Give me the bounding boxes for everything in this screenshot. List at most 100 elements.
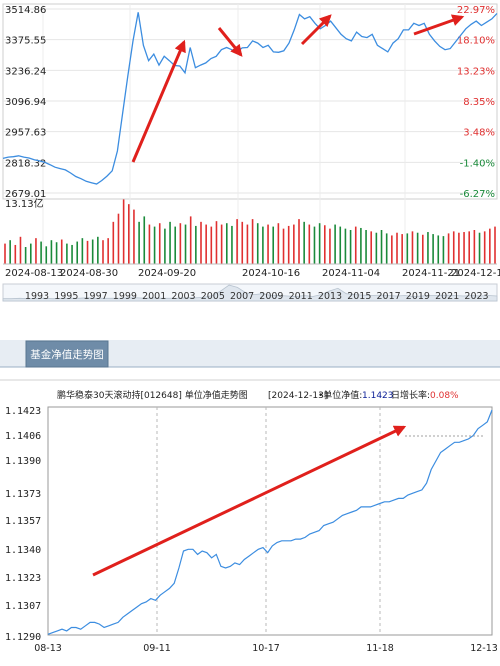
index-right-tick: -6.27% (460, 189, 495, 200)
volume-bar (365, 230, 367, 264)
volume-bar (179, 223, 182, 264)
annotation-arrows (92, 14, 465, 577)
volume-bar (494, 226, 496, 264)
index-x-tick: 2024-09-20 (138, 268, 196, 279)
volume-bar (385, 233, 388, 264)
volume-bar (86, 240, 89, 264)
volume-bar (272, 226, 275, 264)
index-left-tick: 3236.24 (5, 66, 46, 77)
volume-bar (354, 226, 357, 264)
index-right-tick: 18.10% (457, 36, 495, 47)
navigator-year: 2005 (201, 291, 225, 302)
index-right-tick: 8.35% (463, 97, 495, 108)
navigator-year: 2023 (464, 291, 488, 302)
nav-date: [2024-12-13] (268, 391, 327, 401)
volume-bar (200, 221, 202, 264)
volume-bar (323, 225, 326, 264)
volume-bar (334, 224, 336, 264)
volume-bar (427, 232, 429, 264)
volume-bar (112, 221, 115, 264)
navigator-year: 1993 (25, 291, 49, 302)
volume-bar (416, 232, 419, 264)
index-right-tick: 13.23% (457, 66, 495, 77)
volume-bar (153, 226, 156, 264)
nav-y-tick: 1.1357 (5, 516, 41, 527)
volume-bar (122, 199, 125, 264)
volume-bar (24, 247, 27, 264)
nav-chart-title: 鹏华稳泰30天滚动持[012648] 单位净值走势图 (57, 389, 248, 401)
volume-bar (189, 216, 192, 264)
volume-bar (143, 216, 146, 264)
nav-y-tick: 1.1373 (5, 489, 41, 500)
volume-bar (210, 226, 213, 264)
volume-bar (45, 246, 48, 264)
volume-bar (4, 243, 6, 264)
navigator-year: 2011 (289, 291, 313, 302)
navigator-year: 2007 (230, 291, 254, 302)
volume-bar (303, 221, 305, 264)
volume-bar (138, 221, 140, 264)
annotation-arrow (300, 14, 332, 46)
nav-y-tick: 1.1307 (5, 601, 41, 612)
nav-x-tick: 09-11 (143, 643, 171, 654)
volume-bar (164, 228, 166, 264)
volume-bar (313, 226, 316, 264)
volume-bar (256, 223, 259, 264)
volume-bar (329, 228, 331, 264)
volume-bar (421, 234, 424, 264)
nav-y-tick: 1.1340 (5, 545, 41, 556)
volume-bar (339, 226, 342, 264)
volume-bar (158, 223, 161, 264)
navigator-year: 2015 (347, 291, 371, 302)
nav-x-tick: 12-13 (470, 643, 498, 654)
volume-bar (35, 238, 37, 264)
volume-bar (60, 239, 63, 264)
tab-bar: 基金净值走势图 (0, 340, 500, 368)
volume-bar (117, 213, 120, 264)
tab-fund-nav-trend[interactable] (25, 340, 109, 368)
index-right-axis: 22.97% 18.10% 13.23% 8.35% 3.48% -1.40% -6.27% (457, 5, 495, 200)
range-navigator[interactable]: 1993 1995 1997 1999 2001 2003 2005 2007 2009 2011… (2, 283, 498, 302)
volume-bar (174, 226, 177, 264)
volume-bar (489, 228, 491, 264)
navigator-year: 2021 (435, 291, 459, 302)
nav-value-label: •单位净值: (318, 389, 362, 401)
index-x-tick: 2024-08-30 (60, 268, 118, 279)
volume-bar (375, 232, 378, 264)
annotation-arrow (131, 39, 186, 163)
volume-bar (14, 244, 17, 264)
volume-bar (225, 223, 228, 264)
volume-bar (458, 232, 460, 264)
nav-x-tick: 08-13 (34, 643, 62, 654)
index-left-tick: 3375.55 (5, 36, 46, 47)
volume-bars (4, 199, 496, 264)
volume-bar (437, 235, 440, 264)
volume-bar (396, 232, 398, 264)
volume-bar (91, 239, 94, 264)
nav-x-axis: 08-13 09-11 10-17 11-18 12-13 (34, 643, 498, 654)
volume-bar (267, 224, 269, 264)
volume-bar (236, 219, 238, 264)
index-left-tick: 3514.86 (5, 5, 46, 16)
index-x-tick: 2024-11-21 (402, 268, 460, 279)
navigator-year: 1997 (84, 291, 108, 302)
volume-bar (29, 243, 32, 264)
index-x-tick: 2024-08-13 (5, 268, 63, 279)
volume-bar (411, 231, 414, 264)
index-x-tick: 2024-10-16 (242, 268, 300, 279)
navigator-year-labels: 1993 1995 1997 1999 2001 2003 2005 2007 2009 2011… (25, 291, 489, 302)
growth-value: 0.08% (430, 391, 459, 401)
volume-bar (9, 240, 11, 264)
nav-y-tick: 1.1290 (5, 632, 41, 643)
index-left-tick: 2818.32 (5, 158, 46, 169)
index-x-tick: 2024-12-13 (451, 268, 500, 279)
tab-label: 基金净值走势图 (30, 348, 104, 361)
index-right-tick: 3.48% (463, 128, 495, 139)
nav-y-tick: 1.1390 (5, 456, 41, 467)
volume-bar (432, 234, 434, 264)
volume-bar (282, 228, 285, 264)
volume-bar (231, 225, 233, 264)
volume-bar (298, 219, 300, 264)
